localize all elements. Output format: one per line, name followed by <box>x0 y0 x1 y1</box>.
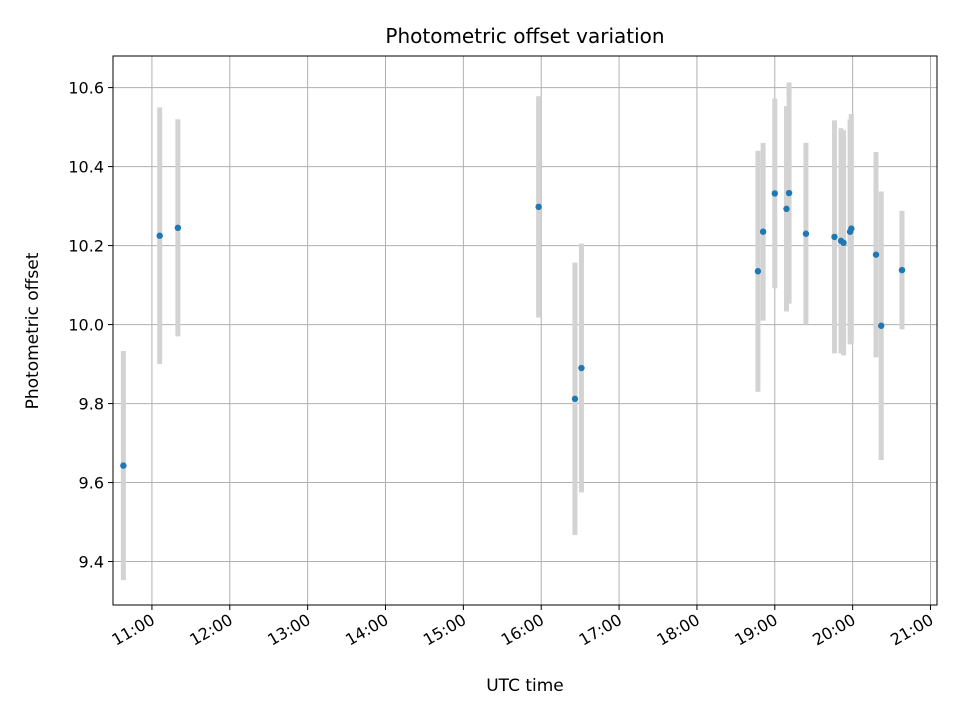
data-point <box>754 268 762 275</box>
x-axis-title: UTC time <box>486 676 564 696</box>
data-points <box>120 189 906 469</box>
data-point <box>802 230 810 237</box>
data-point <box>831 233 838 241</box>
data-point <box>120 462 127 469</box>
y-tick-label: 10.6 <box>68 79 104 98</box>
data-point <box>571 395 579 403</box>
data-point <box>783 205 790 213</box>
data-point <box>535 203 542 211</box>
data-point <box>878 322 885 329</box>
data-point <box>848 225 855 232</box>
data-point <box>872 251 880 258</box>
y-tick-label: 10.2 <box>68 237 104 256</box>
y-tick-label: 9.6 <box>79 474 104 493</box>
y-axis: 9.4 9.6 9.8 10.0 10.2 10.4 10.6 <box>68 79 113 572</box>
data-point <box>771 190 778 197</box>
data-point <box>578 364 585 372</box>
data-point <box>898 266 906 274</box>
data-point <box>840 239 847 247</box>
data-point <box>759 228 767 235</box>
chart-title: Photometric offset variation <box>385 24 664 48</box>
data-point <box>156 232 163 239</box>
y-tick-label: 9.8 <box>79 395 104 414</box>
plot-frame <box>112 55 938 606</box>
y-axis-title: Photometric offset <box>23 252 43 409</box>
y-tick-label: 10.0 <box>68 316 104 335</box>
data-point <box>785 189 793 197</box>
y-tick-label: 9.4 <box>79 553 104 572</box>
y-tick-label: 10.4 <box>68 158 104 177</box>
data-point <box>174 224 182 232</box>
